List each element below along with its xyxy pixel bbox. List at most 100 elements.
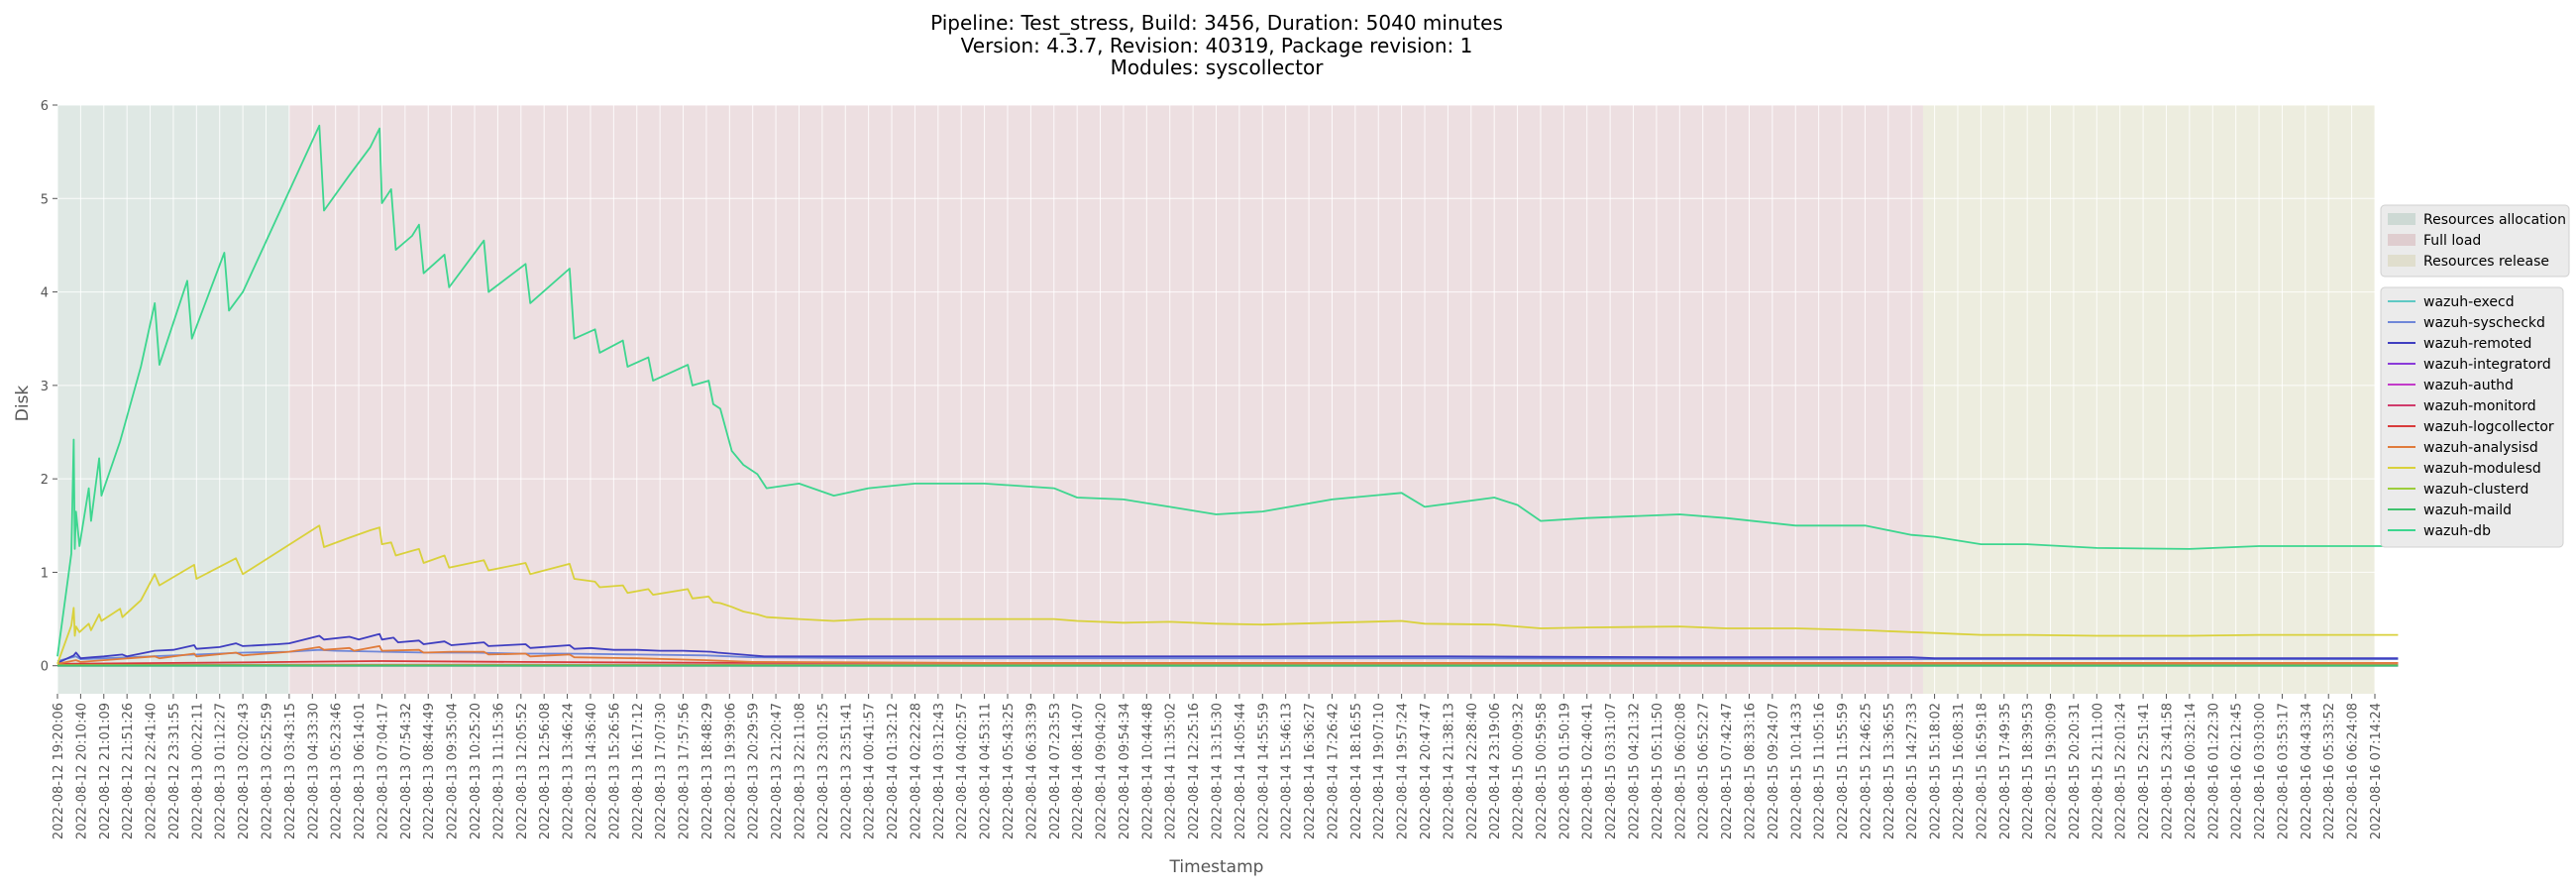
phase-legend-box — [2380, 204, 2570, 278]
x-tick-label: 2022-08-14 15:46:13 — [1280, 703, 1295, 839]
x-tick-label: 2022-08-14 06:33:39 — [1024, 703, 1039, 839]
x-tick-label: 2022-08-13 18:48:29 — [700, 703, 715, 839]
x-tick-label: 2022-08-13 23:51:41 — [839, 703, 854, 839]
x-tick-label: 2022-08-14 04:02:57 — [955, 703, 970, 839]
x-tick-label: 2022-08-16 04:43:34 — [2300, 703, 2314, 839]
x-tick-label: 2022-08-15 22:51:41 — [2137, 703, 2152, 839]
x-tick-label: 2022-08-14 10:44:48 — [1140, 703, 1155, 839]
x-tick-label: 2022-08-13 10:25:20 — [469, 703, 483, 839]
series-line-wazuh-remoted — [56, 632, 2399, 664]
x-tick-label: 2022-08-13 02:02:43 — [237, 703, 252, 839]
x-tick-label: 2022-08-15 11:05:16 — [1813, 703, 1828, 839]
phase-legend-swatch — [2388, 255, 2415, 267]
series-legend-label: wazuh-analysisd — [2423, 440, 2538, 456]
x-tick-label: 2022-08-12 22:41:40 — [145, 703, 160, 839]
x-tick-label: 2022-08-14 22:28:40 — [1465, 703, 1480, 839]
series-line-wazuh-db — [56, 124, 2399, 657]
x-tick-label: 2022-08-15 06:02:08 — [1673, 703, 1688, 839]
x-tick-label: 2022-08-15 23:41:58 — [2161, 703, 2176, 839]
x-tick-label: 2022-08-16 07:14:24 — [2369, 703, 2384, 839]
x-tick-label: 2022-08-13 07:04:17 — [376, 703, 391, 839]
x-tick-label: 2022-08-14 11:35:02 — [1164, 703, 1179, 839]
x-tick-label: 2022-08-15 04:21:32 — [1628, 703, 1643, 839]
x-tick-label: 2022-08-15 07:42:47 — [1720, 703, 1735, 839]
x-tick-label: 2022-08-15 09:24:07 — [1767, 703, 1781, 839]
phase-legend-swatch — [2388, 234, 2415, 246]
series-lines — [56, 124, 2399, 667]
y-tick-label: 3 — [41, 380, 49, 394]
y-tick-label: 1 — [41, 566, 49, 581]
x-tick-label: 2022-08-15 02:40:41 — [1581, 703, 1596, 839]
x-tick-label: 2022-08-12 21:51:26 — [121, 703, 136, 839]
series-line-wazuh-modulesd — [56, 524, 2399, 665]
x-tick-label: 2022-08-13 12:05:52 — [515, 703, 530, 839]
series-legend-label: wazuh-monitord — [2423, 398, 2536, 414]
x-tick-label: 2022-08-14 12:25:16 — [1187, 703, 1202, 839]
x-tick-label: 2022-08-12 19:20:06 — [52, 703, 66, 839]
x-tick-label: 2022-08-16 03:53:17 — [2276, 703, 2291, 839]
x-tick-label: 2022-08-16 00:32:14 — [2184, 703, 2199, 839]
x-tick-label: 2022-08-13 20:29:59 — [747, 703, 762, 839]
grid-lines — [56, 104, 2376, 694]
series-legend-label: wazuh-syscheckd — [2423, 315, 2545, 331]
x-tick-label: 2022-08-15 16:59:18 — [1975, 703, 1989, 839]
x-tick-label: 2022-08-15 12:46:25 — [1859, 703, 1874, 839]
phase-band-1 — [288, 105, 1923, 694]
x-tick-label: 2022-08-14 04:53:11 — [979, 703, 994, 839]
x-tick-label: 2022-08-14 14:55:59 — [1256, 703, 1271, 839]
x-tick-label: 2022-08-15 00:59:58 — [1535, 703, 1550, 839]
x-tick-label: 2022-08-15 21:11:00 — [2091, 703, 2105, 839]
x-tick-label: 2022-08-16 06:24:08 — [2346, 703, 2361, 839]
x-tick-label: 2022-08-13 17:57:56 — [678, 703, 693, 839]
x-tick-label: 2022-08-15 08:33:16 — [1744, 703, 1759, 839]
x-tick-label: 2022-08-16 03:03:00 — [2253, 703, 2268, 839]
y-tick-label: 2 — [41, 473, 49, 488]
y-tick-label: 4 — [41, 286, 49, 301]
series-legend-label: wazuh-db — [2423, 523, 2491, 539]
x-tick-label: 2022-08-14 05:43:25 — [1002, 703, 1017, 839]
x-tick-label: 2022-08-14 23:19:06 — [1488, 703, 1503, 839]
x-tick-label: 2022-08-14 09:54:34 — [1118, 703, 1132, 839]
phase-legend-label: Resources release — [2423, 254, 2549, 270]
x-tick-label: 2022-08-14 16:36:27 — [1303, 703, 1318, 839]
x-tick-label: 2022-08-15 06:52:27 — [1697, 703, 1712, 839]
x-tick-label: 2022-08-13 08:44:49 — [422, 703, 437, 839]
x-tick-label: 2022-08-15 19:30:09 — [2045, 703, 2060, 839]
x-tick-label: 2022-08-14 09:04:20 — [1095, 703, 1110, 839]
x-tick-label: 2022-08-13 06:14:01 — [353, 703, 368, 839]
series-line-wazuh-logcollector — [56, 660, 2399, 665]
x-tick-label: 2022-08-13 04:33:30 — [306, 703, 321, 839]
x-tick-label: 2022-08-13 16:17:12 — [631, 703, 646, 839]
phase-legend-swatch — [2388, 213, 2415, 225]
chart-title-line-1: Pipeline: Test_stress, Build: 3456, Dura… — [930, 11, 1503, 35]
x-tick-label: 2022-08-13 07:54:32 — [399, 703, 414, 839]
x-tick-label: 2022-08-15 13:36:55 — [1882, 703, 1897, 839]
x-tick-label: 2022-08-15 15:18:02 — [1929, 703, 1944, 839]
x-tick-label: 2022-08-15 22:01:24 — [2114, 703, 2129, 839]
x-tick-label: 2022-08-15 14:27:33 — [1905, 703, 1920, 839]
series-legend: wazuh-execd wazuh-syscheckd wazuh-remoted w… — [2380, 286, 2564, 548]
x-tick-label: 2022-08-14 01:32:12 — [886, 703, 901, 839]
x-tick-label: 2022-08-15 01:50:19 — [1557, 703, 1572, 839]
x-tick-label: 2022-08-15 20:20:31 — [2068, 703, 2083, 839]
x-axis-ticks: 2022-08-12 19:20:06 2022-08-12 20:10:40 20… — [52, 694, 2384, 839]
y-axis-label: Disk — [13, 386, 33, 422]
phase-band-2 — [1922, 105, 2375, 694]
series-legend-label: wazuh-maild — [2423, 502, 2512, 518]
series-legend-label: wazuh-logcollector — [2423, 419, 2554, 435]
x-tick-label: 2022-08-14 03:12:43 — [932, 703, 947, 839]
x-tick-label: 2022-08-13 21:20:47 — [770, 703, 785, 839]
x-tick-label: 2022-08-13 13:46:24 — [562, 703, 577, 839]
x-tick-label: 2022-08-15 10:14:33 — [1789, 703, 1804, 839]
x-tick-label: 2022-08-15 03:31:07 — [1604, 703, 1619, 839]
phase-legend: Resources allocation Full load Resources r… — [2380, 204, 2570, 278]
x-tick-label: 2022-08-13 03:43:15 — [283, 703, 298, 839]
x-tick-label: 2022-08-14 13:15:30 — [1211, 703, 1226, 839]
series-legend-label: wazuh-execd — [2423, 294, 2515, 310]
x-tick-label: 2022-08-13 15:26:56 — [607, 703, 622, 839]
x-tick-label: 2022-08-14 08:14:07 — [1071, 703, 1086, 839]
y-tick-label: 6 — [41, 99, 49, 114]
x-tick-label: 2022-08-14 00:41:57 — [863, 703, 878, 839]
x-tick-label: 2022-08-12 21:01:09 — [98, 703, 113, 839]
x-tick-label: 2022-08-14 21:38:13 — [1442, 703, 1456, 839]
